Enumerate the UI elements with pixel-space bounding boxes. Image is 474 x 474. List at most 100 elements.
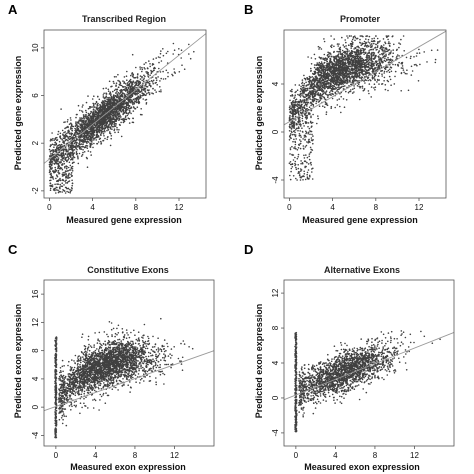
panel-title-b: Promoter [340, 14, 381, 24]
data-point [339, 48, 342, 51]
data-point [294, 115, 297, 118]
data-point [108, 98, 111, 101]
data-point [59, 187, 61, 190]
data-point [140, 89, 143, 92]
data-point [132, 81, 134, 83]
data-point [152, 92, 154, 95]
data-point [349, 90, 352, 93]
data-point [117, 110, 120, 112]
data-point [61, 182, 63, 184]
data-point [120, 95, 123, 98]
data-point [128, 109, 130, 111]
data-point [72, 150, 74, 152]
data-point [167, 50, 169, 53]
data-point [374, 62, 376, 64]
data-point [55, 192, 57, 194]
data-point [162, 48, 164, 50]
data-point [108, 80, 111, 83]
data-point [55, 143, 58, 146]
data-point [125, 109, 128, 112]
data-point [348, 35, 351, 37]
data-point [104, 111, 106, 114]
data-point [158, 61, 160, 64]
data-point [331, 87, 334, 90]
data-point [317, 92, 320, 94]
data-point [363, 40, 366, 43]
data-point [49, 155, 52, 157]
data-point [405, 56, 408, 59]
data-point [141, 92, 144, 95]
data-point [132, 103, 134, 106]
data-point [173, 49, 176, 51]
data-point [53, 156, 55, 159]
data-point [327, 54, 329, 56]
data-point [340, 95, 343, 98]
data-point [338, 66, 341, 69]
data-point [159, 52, 162, 55]
data-point [91, 139, 93, 141]
data-point [70, 172, 73, 174]
data-point [320, 62, 322, 65]
data-point [60, 159, 62, 161]
data-point [70, 137, 73, 139]
data-point [338, 43, 340, 45]
data-point [98, 98, 101, 101]
data-point [50, 179, 52, 182]
data-point [135, 66, 137, 69]
data-point [374, 86, 377, 88]
data-point [53, 146, 55, 148]
data-point [89, 127, 92, 129]
data-point [87, 120, 90, 122]
data-point [376, 78, 379, 81]
data-point [99, 109, 101, 111]
data-point [52, 149, 54, 151]
data-point [86, 147, 89, 149]
data-point [100, 134, 102, 137]
data-point [386, 70, 388, 73]
data-point [361, 85, 364, 88]
data-point [54, 141, 57, 144]
data-point [367, 38, 370, 41]
data-point [376, 37, 379, 40]
data-point [95, 107, 98, 110]
data-point [365, 73, 367, 76]
data-point [52, 151, 54, 153]
data-point [86, 137, 88, 140]
data-point [367, 41, 370, 43]
data-point [121, 93, 123, 96]
data-point [379, 47, 382, 50]
data-point [89, 146, 92, 148]
data-point [149, 63, 151, 65]
data-point [54, 189, 56, 192]
data-point [147, 76, 150, 78]
data-point [354, 36, 357, 39]
data-point [98, 115, 101, 117]
data-point [292, 140, 294, 143]
data-point [57, 144, 60, 147]
data-point [69, 176, 71, 179]
data-point [356, 85, 359, 87]
data-point [115, 82, 118, 84]
data-point [103, 108, 105, 110]
data-point [116, 118, 118, 121]
data-point [144, 75, 146, 78]
data-point [158, 67, 160, 70]
data-point [95, 113, 97, 116]
data-point [410, 65, 413, 68]
data-point [178, 71, 181, 73]
data-point [152, 82, 154, 85]
data-point [91, 98, 94, 100]
data-point [108, 103, 110, 105]
data-point [126, 82, 129, 84]
data-point [48, 148, 51, 151]
data-point [289, 133, 292, 135]
data-point [152, 81, 154, 83]
data-point [131, 72, 134, 74]
data-point [353, 72, 356, 74]
data-point [390, 50, 392, 52]
data-point [116, 99, 119, 101]
data-point [329, 55, 331, 57]
data-point [107, 136, 109, 138]
data-point [357, 83, 360, 85]
data-point [370, 96, 373, 98]
